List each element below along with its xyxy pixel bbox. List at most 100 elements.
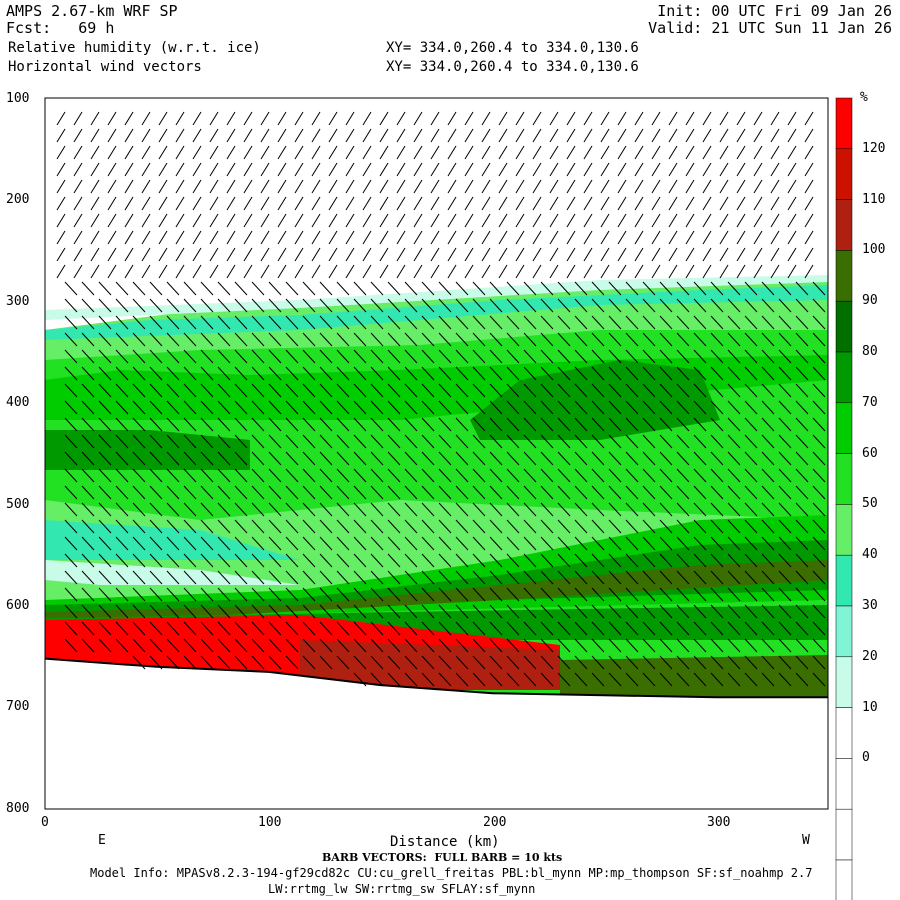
wind-barb: [676, 400, 690, 415]
wind-barb: [268, 281, 282, 296]
wind-barb: [387, 502, 401, 517]
wind-barb: [81, 366, 95, 381]
wind-barb: [668, 230, 678, 245]
wind-barb: [702, 145, 712, 160]
wind-barb: [540, 604, 554, 619]
wind-barb: [761, 383, 775, 398]
wind-barb: [217, 587, 231, 602]
wind-barb: [192, 179, 202, 194]
wind-barb: [600, 145, 610, 160]
wind-barb: [362, 213, 372, 228]
wind-barb: [727, 485, 741, 500]
wind-barb: [727, 434, 741, 449]
wind-barb: [489, 621, 503, 636]
wind-barb: [430, 230, 440, 245]
wind-barb: [285, 417, 299, 432]
wind-barb: [506, 570, 520, 585]
wind-barb: [498, 145, 508, 160]
wind-barb: [345, 111, 355, 126]
xy-line-2: XY= 334.0,260.4 to 334.0,130.6: [386, 59, 639, 75]
wind-barb: [574, 502, 588, 517]
wind-barb: [345, 247, 355, 262]
wind-barb: [438, 434, 452, 449]
terrain-line: [45, 657, 828, 699]
wind-barb: [659, 451, 673, 466]
wind-barb: [625, 332, 639, 347]
wind-barb: [98, 366, 112, 381]
wind-barb: [727, 332, 741, 347]
wind-barb: [353, 638, 367, 653]
wind-barb: [506, 366, 520, 381]
wind-barb: [107, 247, 117, 262]
wind-barb: [676, 349, 690, 364]
wind-barb: [591, 400, 605, 415]
wind-barb: [549, 196, 559, 211]
wind-barb: [430, 128, 440, 143]
wind-barb: [166, 281, 180, 296]
wind-barb: [574, 281, 588, 296]
wind-barb: [166, 570, 180, 585]
wind-barb: [175, 230, 185, 245]
wind-barb: [778, 638, 792, 653]
wind-barb: [744, 502, 758, 517]
wind-barb: [336, 417, 350, 432]
wind-barb: [319, 485, 333, 500]
wind-barb: [532, 179, 542, 194]
colorbar-tick-label: 70: [862, 394, 878, 410]
rh-band-90: [470, 360, 720, 440]
wind-barb: [727, 502, 741, 517]
wind-barb: [583, 179, 593, 194]
wind-barb: [285, 570, 299, 585]
wind-barb: [73, 230, 83, 245]
wind-barb: [387, 417, 401, 432]
wind-barb: [753, 145, 763, 160]
wind-barb: [625, 519, 639, 534]
wind-barb: [778, 485, 792, 500]
wind-barb: [719, 145, 729, 160]
wind-barb: [812, 400, 826, 415]
wind-barb: [404, 655, 418, 670]
wind-barb: [353, 281, 367, 296]
wind-barb: [277, 128, 287, 143]
wind-barb: [387, 485, 401, 500]
wind-barb: [413, 128, 423, 143]
wind-barb: [583, 145, 593, 160]
wind-barb: [98, 519, 112, 534]
wind-barb: [336, 366, 350, 381]
x-tick-label: 0: [41, 815, 49, 830]
wind-barb: [778, 587, 792, 602]
wind-barb: [778, 604, 792, 619]
wind-barb: [804, 145, 814, 160]
wind-barb: [455, 519, 469, 534]
wind-barb: [311, 230, 321, 245]
colorbar-tick-label: 20: [862, 648, 878, 664]
wind-barb: [693, 315, 707, 330]
wind-barb: [481, 213, 491, 228]
wind-barb: [761, 519, 775, 534]
wind-barb: [736, 247, 746, 262]
wind-barb: [455, 468, 469, 483]
wind-barb: [710, 298, 724, 313]
wind-barb: [268, 502, 282, 517]
wind-barb: [421, 383, 435, 398]
wind-barb: [447, 230, 457, 245]
wind-barb: [812, 519, 826, 534]
vector-name: Horizontal wind vectors: [8, 59, 202, 75]
wind-barb: [251, 417, 265, 432]
wind-barb: [319, 519, 333, 534]
wind-barb: [217, 332, 231, 347]
wind-barb: [472, 638, 486, 653]
wind-barb: [192, 162, 202, 177]
wind-barb: [73, 247, 83, 262]
wind-barb: [183, 451, 197, 466]
wind-barb: [353, 570, 367, 585]
wind-barb: [413, 111, 423, 126]
wind-barb: [175, 179, 185, 194]
wind-barb: [370, 366, 384, 381]
wind-barb: [200, 655, 214, 670]
wind-barb: [523, 434, 537, 449]
wind-barb: [736, 264, 746, 279]
wind-barb: [608, 315, 622, 330]
y-tick-label: 300: [6, 294, 30, 309]
wind-barb: [625, 383, 639, 398]
